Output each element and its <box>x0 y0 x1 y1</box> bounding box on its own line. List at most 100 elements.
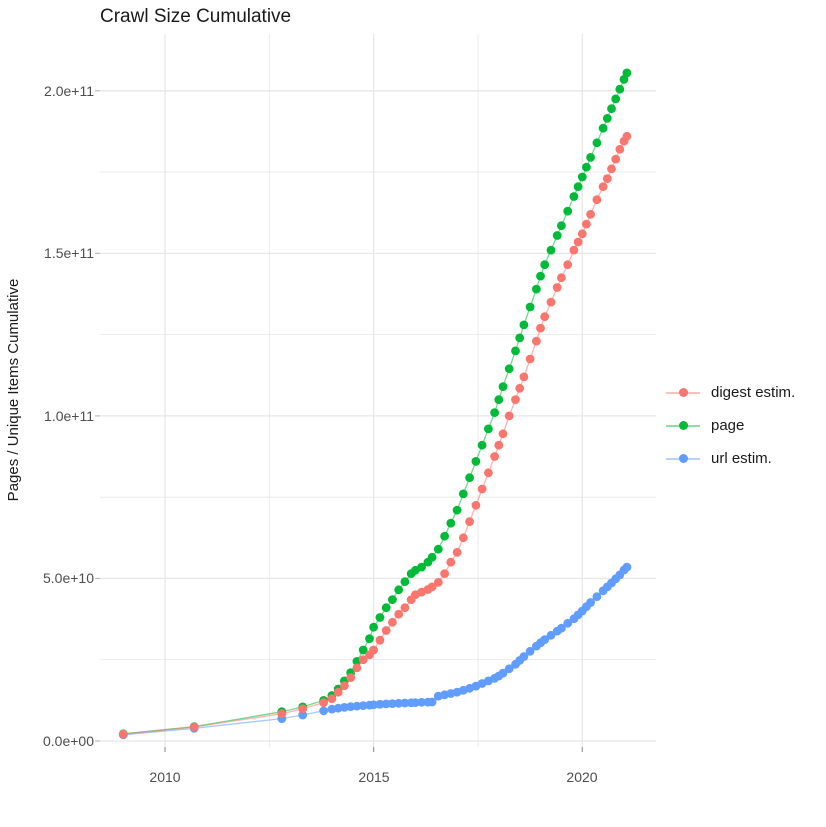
data-point <box>388 699 397 708</box>
data-point <box>458 489 468 499</box>
data-point <box>498 382 508 391</box>
data-point <box>427 552 437 562</box>
data-point <box>369 622 378 632</box>
data-point <box>602 114 612 123</box>
data-point <box>477 484 487 494</box>
data-point <box>577 229 587 239</box>
legend-label: digest estim. <box>711 384 796 401</box>
data-point <box>498 429 508 439</box>
data-point <box>381 699 391 709</box>
data-point <box>427 582 437 592</box>
legend: digest estim. page url estim. <box>666 376 795 475</box>
data-point <box>615 84 625 94</box>
data-point <box>546 630 556 640</box>
data-point <box>525 354 535 364</box>
data-point <box>298 704 308 714</box>
data-point <box>319 706 328 716</box>
x-tick-label: 2010 <box>149 769 181 785</box>
data-point <box>540 260 550 270</box>
data-point <box>484 424 493 434</box>
data-point <box>546 245 556 255</box>
data-point <box>352 663 362 673</box>
data-point <box>189 722 199 732</box>
data-point <box>519 652 529 661</box>
data-point <box>411 698 420 707</box>
data-point <box>511 395 520 404</box>
data-point <box>592 195 602 205</box>
data-point <box>433 578 443 587</box>
data-point <box>607 104 616 114</box>
data-point <box>369 700 378 710</box>
data-point <box>536 323 545 333</box>
data-point <box>519 372 529 382</box>
data-point <box>592 592 602 602</box>
data-point <box>577 172 587 182</box>
legend-item-url: url estim. <box>666 442 795 475</box>
data-point <box>471 457 481 466</box>
data-point <box>525 646 535 656</box>
data-point <box>388 617 397 627</box>
data-point <box>340 681 349 691</box>
data-point <box>519 320 529 330</box>
data-point <box>465 473 474 483</box>
data-point <box>490 408 499 417</box>
data-point <box>427 697 437 707</box>
data-point <box>563 206 573 216</box>
data-point <box>440 531 449 541</box>
data-point <box>277 709 287 719</box>
y-tick-label: 0.0e+00 <box>43 733 94 749</box>
legend-marker-digest-icon <box>666 387 700 398</box>
data-point <box>381 603 391 613</box>
data-point <box>532 284 541 294</box>
data-point <box>400 698 410 708</box>
data-point <box>352 701 362 711</box>
data-point <box>607 164 616 174</box>
data-point <box>504 664 514 674</box>
data-point <box>369 645 378 655</box>
data-point <box>573 182 583 192</box>
data-point <box>546 297 556 307</box>
legend-marker-url-icon <box>666 453 700 464</box>
data-point <box>563 618 573 628</box>
data-point <box>477 440 487 450</box>
data-point <box>375 613 385 622</box>
data-point <box>622 68 632 78</box>
series-line <box>123 135 628 735</box>
data-point <box>452 505 462 515</box>
data-point <box>358 655 368 665</box>
data-point <box>400 577 410 587</box>
data-point <box>515 333 525 343</box>
data-point <box>394 585 404 595</box>
data-point <box>417 562 426 572</box>
data-point <box>540 635 550 644</box>
data-point <box>365 634 374 643</box>
data-point <box>327 694 337 704</box>
legend-label: page <box>711 417 745 434</box>
data-point <box>525 302 535 312</box>
data-point <box>569 245 579 255</box>
data-point <box>346 673 356 682</box>
data-point <box>569 192 579 201</box>
data-point <box>319 698 328 707</box>
data-point <box>446 557 456 567</box>
data-point <box>471 500 481 510</box>
data-point <box>582 219 591 229</box>
data-point <box>611 154 621 164</box>
data-point <box>598 182 608 192</box>
data-point <box>552 283 562 292</box>
data-point <box>388 595 397 604</box>
data-point <box>622 131 632 141</box>
data-point <box>494 395 504 404</box>
data-point <box>615 144 625 154</box>
legend-item-page: page <box>666 409 795 442</box>
data-point <box>440 569 449 578</box>
data-point <box>540 312 550 322</box>
data-point <box>433 544 443 554</box>
data-point <box>586 598 595 607</box>
data-point <box>494 440 504 450</box>
data-point <box>511 346 520 356</box>
data-point <box>592 138 602 148</box>
data-point <box>417 697 426 707</box>
